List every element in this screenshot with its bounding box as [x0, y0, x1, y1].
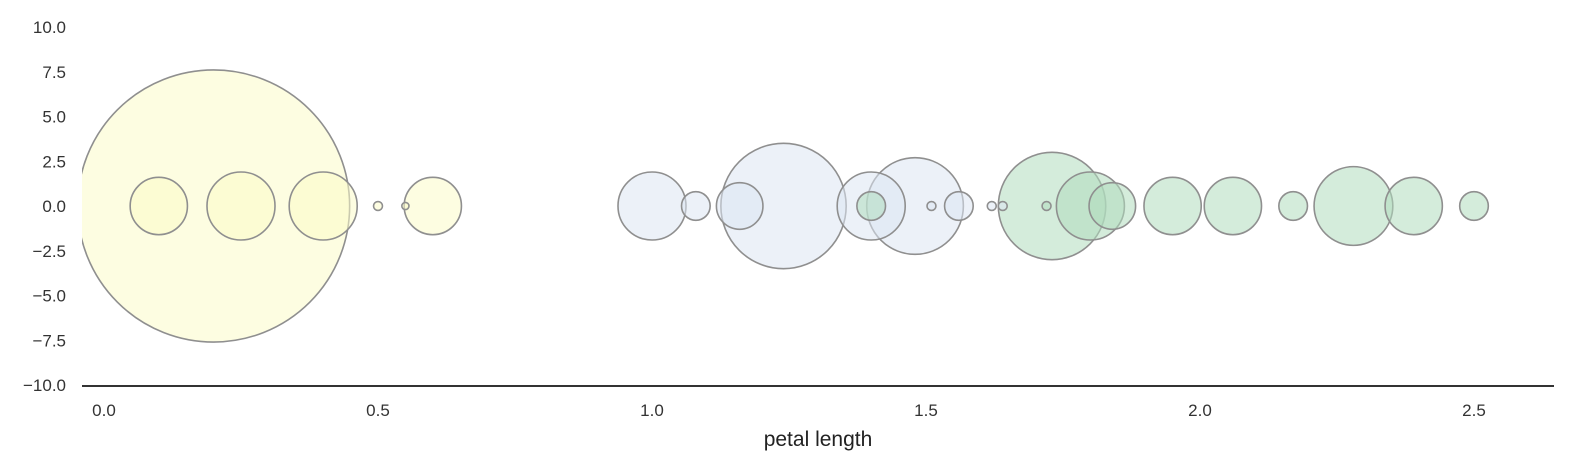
- y-tick-label: 0.0: [42, 197, 66, 216]
- bubble-point: [680, 190, 711, 222]
- bubble-point: [1041, 200, 1052, 212]
- bubble-point: [1278, 190, 1309, 222]
- bubble-point: [1458, 190, 1490, 222]
- x-tick-label: 1.0: [640, 401, 664, 420]
- bubble-point: [1313, 165, 1394, 247]
- bubble-point: [1203, 176, 1263, 236]
- bubble-point: [372, 200, 384, 212]
- bubble-point: [1143, 176, 1203, 236]
- bubble-point: [1384, 176, 1444, 236]
- y-tick-label: 5.0: [42, 108, 66, 127]
- bubble-point: [926, 200, 937, 212]
- y-tick-label: −10.0: [23, 376, 66, 395]
- bubble-point: [403, 176, 463, 236]
- y-tick-label: 2.5: [42, 152, 66, 171]
- y-tick-label: 10.0: [33, 18, 66, 37]
- bubble-point: [986, 200, 998, 212]
- bubble-point: [401, 201, 410, 211]
- x-tick-label: 1.5: [914, 401, 938, 420]
- x-axis-ticks: 0.0 0.5 1.0 1.5 2.0 2.5: [92, 401, 1486, 420]
- y-tick-label: 7.5: [42, 63, 66, 82]
- x-tick-label: 2.5: [1462, 401, 1486, 420]
- bubble-point: [715, 181, 764, 231]
- x-tick-label: 0.5: [366, 401, 390, 420]
- x-tick-label: 2.0: [1188, 401, 1212, 420]
- bubble-point: [206, 171, 276, 241]
- bubble-point: [1088, 181, 1137, 231]
- x-axis-title: petal length: [764, 428, 873, 451]
- y-axis-ticks: 10.0 7.5 5.0 2.5 0.0 −2.5 −5.0 −7.5 −10.0: [23, 18, 66, 395]
- y-tick-label: −5.0: [32, 287, 66, 306]
- bubble-point: [997, 200, 1008, 212]
- y-tick-label: −2.5: [32, 242, 66, 261]
- bubble-point: [856, 190, 887, 222]
- x-tick-label: 0.0: [92, 401, 116, 420]
- bubble-point: [617, 171, 687, 241]
- bubbles-layer: [82, 69, 1490, 343]
- bubble-point: [943, 190, 974, 222]
- bubble-point: [288, 171, 359, 241]
- bubble-point: [129, 176, 189, 236]
- y-tick-label: −7.5: [32, 331, 66, 350]
